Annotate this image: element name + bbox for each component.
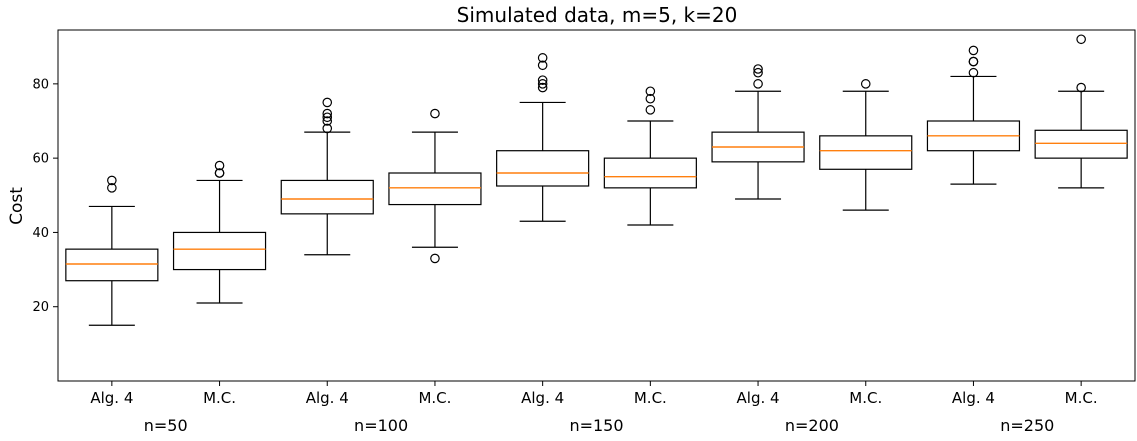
outlier-point xyxy=(322,108,333,119)
group-label: n=100 xyxy=(354,416,408,435)
box-7 xyxy=(711,64,805,200)
box-1 xyxy=(65,175,159,326)
outlier-point xyxy=(645,105,656,115)
iqr-box xyxy=(603,157,697,189)
box-2 xyxy=(172,160,267,304)
iqr-box xyxy=(388,172,482,206)
box-9 xyxy=(926,45,1021,185)
x-tick-label: M.C. xyxy=(203,389,236,407)
outlier-point xyxy=(537,79,548,89)
outlier-point xyxy=(968,45,979,56)
box-3 xyxy=(280,97,374,256)
group-label: n=50 xyxy=(144,416,188,435)
box-6 xyxy=(603,86,697,226)
outlier-point xyxy=(322,123,333,134)
group-label: n=250 xyxy=(1000,416,1054,435)
box-5 xyxy=(496,53,590,222)
x-tick-label: M.C. xyxy=(634,389,667,407)
outlier-point xyxy=(537,75,548,85)
group-label: n=150 xyxy=(569,416,623,435)
outlier-point xyxy=(430,108,440,119)
outlier-point xyxy=(322,112,333,123)
x-tick-label: M.C. xyxy=(418,389,451,407)
outlier-point xyxy=(645,86,656,97)
y-axis: 20 40 60 80 xyxy=(32,77,58,315)
y-tick-label: 20 xyxy=(32,300,49,315)
x-tick-label: Alg. 4 xyxy=(521,389,564,407)
outlier-point xyxy=(753,67,763,78)
iqr-box xyxy=(819,135,913,170)
box-8 xyxy=(819,79,913,211)
outlier-point xyxy=(214,160,225,171)
x-tick-label: M.C. xyxy=(1065,389,1098,407)
x-axis: Alg. 4 M.C. Alg. 4 M.C. Alg. 4 M.C. Alg. 4 M.C.… xyxy=(90,381,1098,407)
iqr-box xyxy=(496,150,590,187)
iqr-box xyxy=(280,179,374,215)
group-labels: n=50 n=100 n=150 n=200 n=250 xyxy=(144,416,1055,435)
outlier-point xyxy=(753,79,763,89)
outlier-point xyxy=(968,67,979,78)
group-label: n=200 xyxy=(785,416,839,435)
outlier-point xyxy=(214,168,225,178)
box-4 xyxy=(388,108,482,264)
y-tick-label: 40 xyxy=(32,226,49,241)
x-tick-label: Alg. 4 xyxy=(306,389,349,407)
outlier-point xyxy=(537,53,548,63)
y-axis-label: Cost xyxy=(7,187,27,225)
outlier-point xyxy=(860,79,871,89)
outlier-point xyxy=(537,60,548,71)
outlier-point xyxy=(107,183,117,193)
box-10 xyxy=(1034,34,1128,189)
outlier-point xyxy=(1076,34,1086,45)
y-tick-label: 60 xyxy=(32,152,49,167)
iqr-box xyxy=(65,248,159,282)
chart-title: Simulated data, m=5, k=20 xyxy=(457,3,738,27)
outlier-point xyxy=(968,56,979,67)
iqr-box xyxy=(1034,129,1128,159)
x-tick-label: Alg. 4 xyxy=(90,389,133,407)
outlier-point xyxy=(430,253,440,264)
x-tick-label: Alg. 4 xyxy=(952,389,995,407)
outlier-point xyxy=(753,64,763,74)
outlier-point xyxy=(645,93,656,104)
y-tick-label: 80 xyxy=(32,77,49,92)
x-tick-label: M.C. xyxy=(849,389,882,407)
outlier-point xyxy=(322,97,333,108)
iqr-box xyxy=(172,231,267,271)
plot-frame xyxy=(57,29,1136,382)
x-tick-label: Alg. 4 xyxy=(737,389,780,407)
boxes-layer xyxy=(65,34,1128,326)
outlier-point xyxy=(322,116,333,126)
outlier-point xyxy=(537,82,548,93)
outlier-point xyxy=(1076,82,1086,93)
outlier-point xyxy=(107,175,117,186)
